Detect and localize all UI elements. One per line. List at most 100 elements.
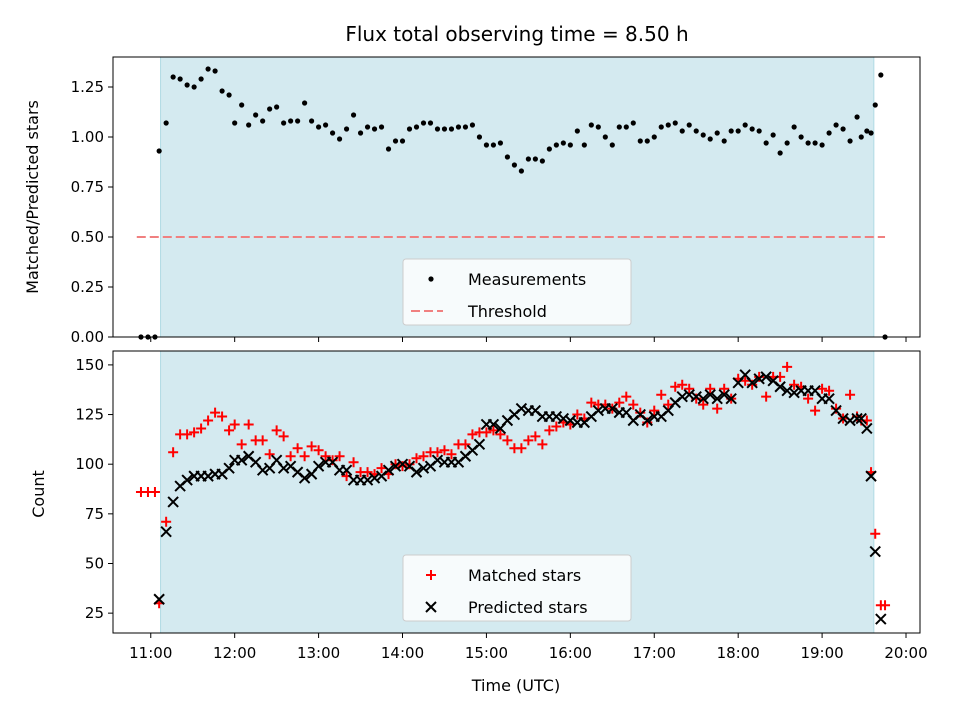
measurement-point [267, 106, 273, 112]
measurement-point [219, 88, 225, 94]
predicted-star-point [277, 462, 290, 474]
matched-star-point [677, 379, 688, 390]
chart-title: Flux total observing time = 8.50 h [345, 22, 688, 46]
matched-star-point [418, 451, 429, 462]
measurement-point [378, 124, 385, 130]
matched-star-point [817, 383, 828, 394]
measurement-point [483, 142, 490, 148]
measurement-point [630, 120, 636, 126]
measurement-point [854, 114, 860, 120]
measurement-point [274, 104, 280, 110]
matched-star-point [712, 403, 723, 414]
matched-star-point [740, 375, 751, 386]
measurement-point [455, 124, 462, 130]
matched-star-point [182, 429, 193, 440]
top-legend-box [402, 258, 632, 326]
top-y-axis-label: Matched/Predicted stars [23, 100, 42, 294]
top-legend-label: Threshold [467, 302, 547, 321]
measurement-point [707, 136, 713, 142]
matched-star-point [789, 379, 800, 390]
x-tick-label: 11:00 [129, 644, 172, 662]
predicted-star-point [760, 371, 772, 383]
matched-star-point [502, 435, 513, 446]
bottom-legend-box [402, 554, 632, 622]
predicted-star-point [592, 404, 605, 417]
matched-star-point [810, 405, 821, 416]
predicted-star-point [746, 377, 758, 389]
bottom-legend: Matched stars Predicted stars [402, 554, 632, 622]
predicted-star-point [312, 460, 325, 472]
x-tick-label: 16:00 [549, 644, 592, 662]
measurement-point [833, 122, 839, 128]
matched-star-point [537, 439, 548, 450]
bottom-y-tick-label: 150 [75, 356, 104, 374]
predicted-star-point [869, 545, 881, 558]
measurement-point [497, 140, 504, 146]
measurement-point [525, 156, 531, 162]
measurement-point [232, 120, 238, 126]
top-plot-frame [112, 56, 921, 338]
predicted-star-point [396, 458, 409, 470]
top-y-tick-label: 0.00 [71, 328, 104, 346]
predicted-star-point [410, 466, 423, 478]
measurement-point [686, 122, 692, 128]
measurement-point [198, 76, 204, 82]
matched-star-point [649, 405, 660, 416]
measurement-point [226, 92, 232, 98]
predicted-star-point [690, 390, 702, 403]
matched-star-point [320, 451, 331, 462]
predicted-star-point [851, 412, 863, 425]
measurement-point [364, 124, 371, 130]
predicted-star-point [340, 464, 353, 476]
matched-star-point [224, 425, 235, 436]
bottom-y-tick-label: 125 [75, 406, 104, 424]
matched-star-point [719, 383, 730, 394]
matched-star-point [656, 389, 667, 400]
measurement-point [212, 68, 218, 74]
top-y-tick-label: 0.25 [71, 278, 104, 296]
predicted-star-point [641, 414, 653, 427]
measurement-point [511, 162, 518, 168]
matched-star-point [376, 463, 387, 474]
predicted-star-point [389, 460, 402, 472]
matched-star-point [684, 383, 695, 394]
measurement-point [476, 134, 483, 140]
matched-star-point [761, 391, 772, 402]
measurement-point [302, 100, 308, 106]
measurement-point [735, 128, 741, 134]
measurement-point [546, 146, 552, 152]
predicted-star-point [223, 462, 235, 474]
predicted-star-point [788, 386, 800, 399]
measurement-point [156, 148, 162, 154]
predicted-star-point [417, 462, 430, 474]
measurement-point [170, 74, 176, 80]
predicted-star-point [861, 422, 873, 435]
predicted-star-point [855, 412, 867, 425]
measurement-point [184, 82, 190, 88]
predicted-star-point [550, 410, 563, 423]
matched-star-point [446, 449, 457, 460]
measurement-point [868, 130, 874, 136]
predicted-star-point [753, 373, 765, 385]
matched-star-point [313, 445, 324, 456]
matched-star-point [803, 393, 814, 404]
matched-star-point [523, 435, 534, 446]
predicted-star-point [837, 412, 849, 425]
matched-star-point [217, 411, 228, 422]
matched-star-point [306, 441, 317, 452]
top-legend-label: Measurements [468, 270, 586, 289]
measurement-point [532, 156, 538, 162]
measurement-point [770, 132, 776, 138]
measurement-point [490, 142, 497, 148]
measurement-point [191, 84, 197, 90]
measurement-point [518, 168, 524, 174]
bottom-panel: 25 50 75 100 125 150 11:00 12:00 13:00 14:00 15:00… [75, 350, 928, 662]
matched-star-point [614, 397, 625, 408]
measurement-point [658, 124, 664, 130]
x-tick-label: 15:00 [465, 644, 508, 662]
bottom-y-tick-label: 100 [75, 455, 104, 473]
measurement-point [434, 126, 441, 132]
matched-star-point [285, 451, 296, 462]
bottom-y-tick-label: 75 [85, 505, 104, 523]
